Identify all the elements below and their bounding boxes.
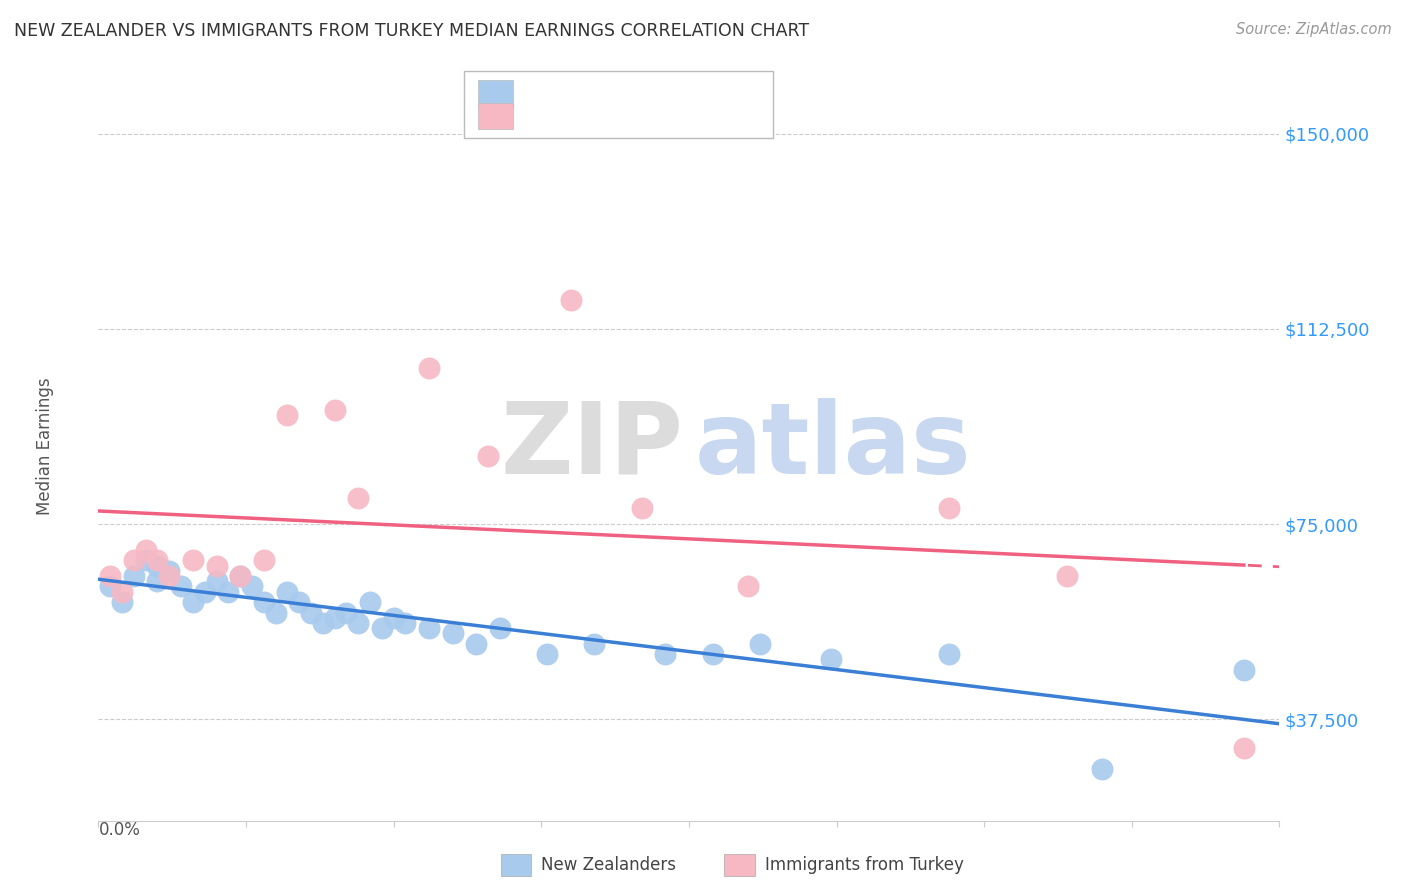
Text: 40: 40 xyxy=(679,85,703,103)
Point xyxy=(146,558,169,573)
Point xyxy=(583,637,606,651)
Text: New Zealanders: New Zealanders xyxy=(541,855,676,874)
Point xyxy=(122,569,145,583)
Point xyxy=(560,293,582,308)
Text: Source: ZipAtlas.com: Source: ZipAtlas.com xyxy=(1236,22,1392,37)
Text: ZIP: ZIP xyxy=(501,398,683,494)
Point xyxy=(98,580,121,594)
Point xyxy=(1091,762,1114,776)
Point xyxy=(240,580,263,594)
Point xyxy=(938,501,960,516)
Point xyxy=(702,647,724,661)
Point xyxy=(253,553,276,567)
Point xyxy=(181,595,204,609)
Text: Immigrants from Turkey: Immigrants from Turkey xyxy=(765,855,963,874)
Point xyxy=(335,606,357,620)
Point xyxy=(157,569,180,583)
Point xyxy=(276,408,298,422)
Point xyxy=(1056,569,1078,583)
Point xyxy=(536,647,558,661)
Point xyxy=(654,647,676,661)
Point xyxy=(170,580,193,594)
Point xyxy=(382,611,405,625)
Text: NEW ZEALANDER VS IMMIGRANTS FROM TURKEY MEDIAN EARNINGS CORRELATION CHART: NEW ZEALANDER VS IMMIGRANTS FROM TURKEY … xyxy=(14,22,810,40)
Text: R =: R = xyxy=(524,107,562,125)
Point xyxy=(441,626,464,640)
Point xyxy=(630,501,652,516)
Point xyxy=(347,615,370,630)
Point xyxy=(477,450,499,464)
Point xyxy=(205,574,228,589)
Text: N =: N = xyxy=(640,107,679,125)
Point xyxy=(217,584,239,599)
Text: 21: 21 xyxy=(679,107,703,125)
Point xyxy=(938,647,960,661)
Point xyxy=(323,402,346,417)
Point xyxy=(98,569,121,583)
Text: N =: N = xyxy=(640,85,679,103)
Point xyxy=(157,564,180,578)
Point xyxy=(323,611,346,625)
Point xyxy=(418,361,440,376)
Point xyxy=(465,637,488,651)
Text: 0.0%: 0.0% xyxy=(98,821,141,838)
Point xyxy=(111,595,134,609)
Point xyxy=(135,543,157,558)
Point xyxy=(111,584,134,599)
Point xyxy=(146,553,169,567)
Point xyxy=(737,580,759,594)
Text: Median Earnings: Median Earnings xyxy=(37,377,55,515)
Point xyxy=(359,595,381,609)
Point xyxy=(748,637,770,651)
Point xyxy=(194,584,217,599)
Point xyxy=(181,553,204,567)
Point xyxy=(122,553,145,567)
Point xyxy=(1233,740,1256,755)
Point xyxy=(264,606,287,620)
Point xyxy=(1233,663,1256,677)
Point xyxy=(229,569,252,583)
Point xyxy=(418,621,440,635)
Point xyxy=(312,615,335,630)
Point xyxy=(820,652,842,666)
Point xyxy=(146,574,169,589)
Point xyxy=(253,595,276,609)
Text: R =: R = xyxy=(524,85,562,103)
Point xyxy=(288,595,311,609)
Text: -0.320: -0.320 xyxy=(569,85,631,103)
Text: -0.166: -0.166 xyxy=(569,107,631,125)
Point xyxy=(276,584,298,599)
Text: atlas: atlas xyxy=(695,398,972,494)
Point xyxy=(299,606,322,620)
Point xyxy=(205,558,228,573)
Point xyxy=(394,615,416,630)
Point xyxy=(489,621,512,635)
Point xyxy=(347,491,370,505)
Point xyxy=(371,621,394,635)
Point xyxy=(135,553,157,567)
Point xyxy=(229,569,252,583)
